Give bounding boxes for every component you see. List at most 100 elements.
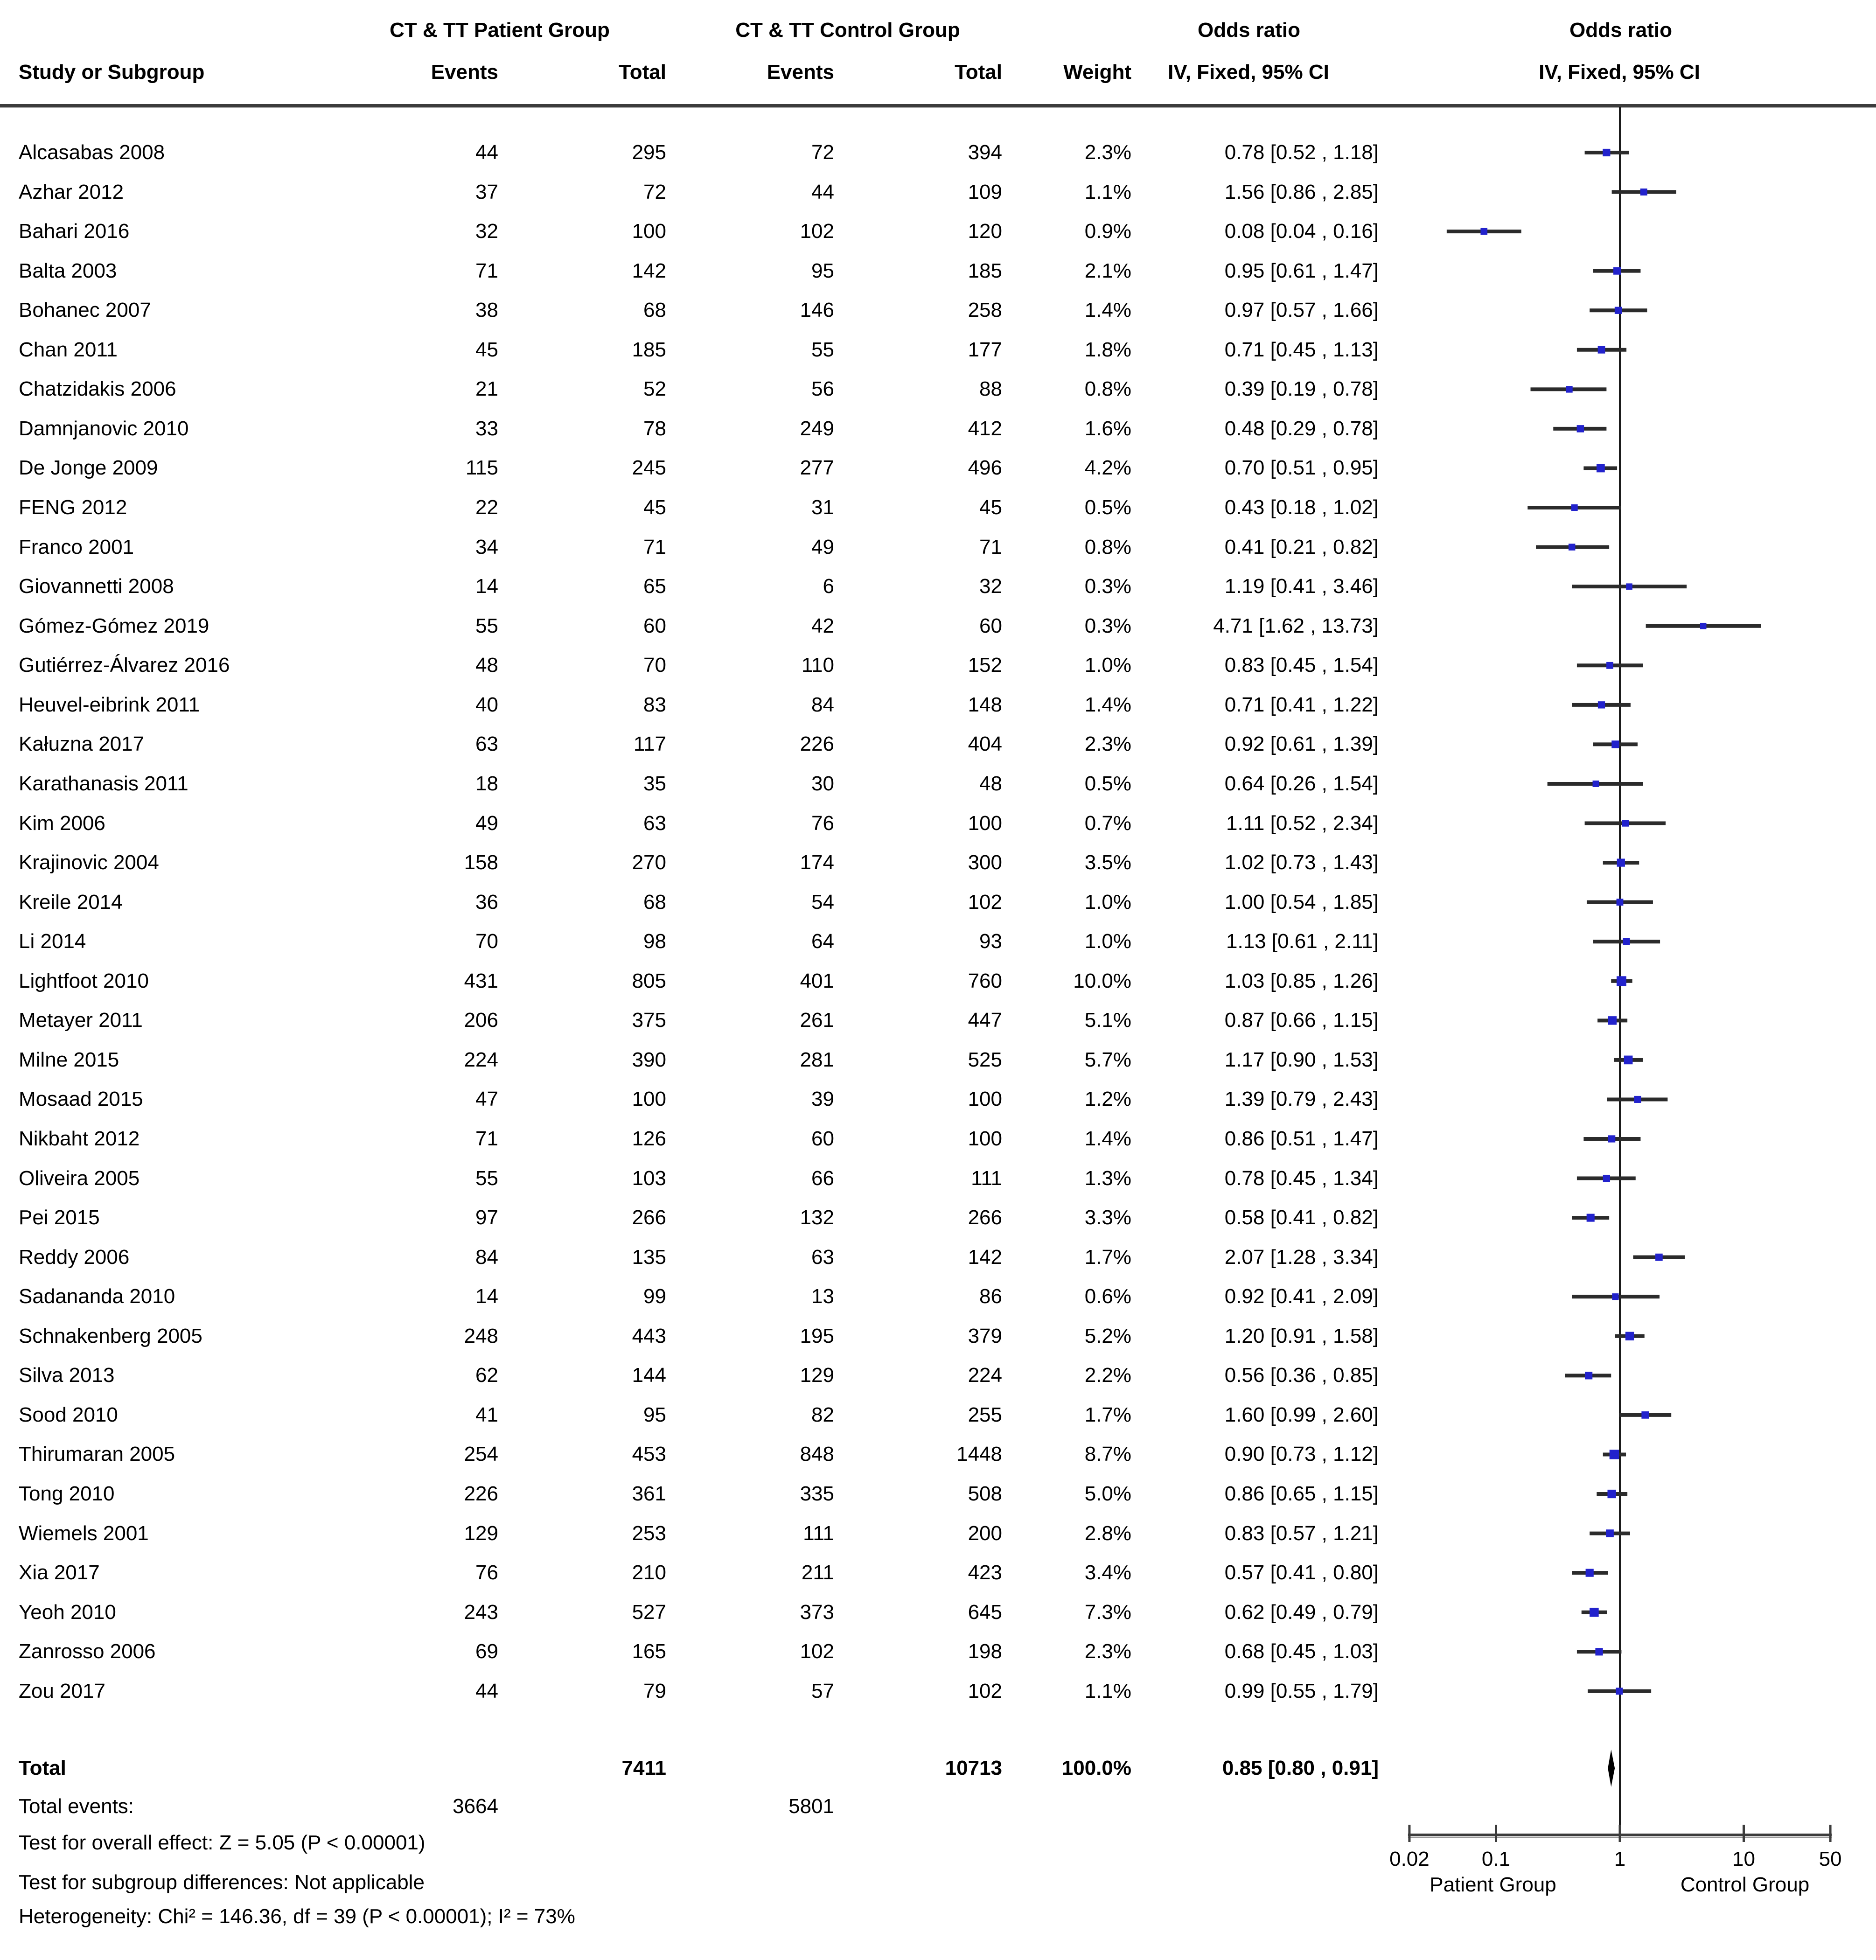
weight-cell: 5.2%: [1084, 1324, 1131, 1347]
patient-events-cell: 62: [475, 1364, 498, 1387]
study-name: Schnakenberg 2005: [19, 1324, 202, 1347]
heterogeneity-text: Heterogeneity: Chi² = 146.36, df = 39 (P…: [19, 1905, 575, 1928]
control-total-cell: 111: [971, 1166, 1002, 1190]
control-total-cell: 109: [968, 180, 1002, 203]
weight-cell: 3.4%: [1084, 1561, 1131, 1584]
or-marker: [1623, 938, 1630, 945]
patient-events-cell: 243: [464, 1600, 498, 1624]
patient-events-cell: 37: [475, 180, 498, 203]
or-marker: [1568, 544, 1576, 551]
total-events-label: Total events:: [19, 1795, 134, 1818]
patient-total-cell: 103: [632, 1166, 666, 1190]
patient-total-cell: 83: [643, 693, 666, 716]
or-ci-cell: 0.41 [0.21 , 0.82]: [1224, 535, 1379, 558]
patient-total-cell: 117: [633, 732, 666, 756]
weight-cell: 0.8%: [1084, 535, 1131, 558]
or-marker: [1608, 1135, 1616, 1143]
patient-events-cell: 49: [475, 811, 498, 835]
weight-cell: 3.3%: [1084, 1206, 1131, 1229]
or-ci-cell: 1.13 [0.61 , 2.11]: [1226, 930, 1379, 953]
or-ci-cell: 0.99 [0.55 , 1.79]: [1224, 1679, 1379, 1702]
control-total-cell: 48: [979, 772, 1002, 795]
or-marker: [1616, 899, 1624, 906]
or-marker: [1640, 188, 1647, 196]
axis-tick-label: 0.1: [1481, 1848, 1511, 1870]
weight-cell: 1.1%: [1084, 1679, 1131, 1702]
control-total-cell: 60: [979, 614, 1002, 637]
weight-cell: 1.3%: [1084, 1166, 1131, 1190]
or-ci-cell: 0.39 [0.19 , 0.78]: [1224, 377, 1379, 401]
control-total-cell: 645: [968, 1600, 1002, 1624]
control-events-cell: 373: [800, 1600, 834, 1624]
or-ci-cell: 0.97 [0.57 , 1.66]: [1224, 299, 1379, 322]
or-marker: [1614, 307, 1622, 314]
patient-events-cell: 41: [475, 1403, 498, 1426]
patient-events-cell: 21: [475, 377, 498, 401]
control-total-cell: 447: [968, 1009, 1002, 1032]
or-ci-cell: 0.70 [0.51 , 0.95]: [1224, 456, 1379, 480]
control-events-cell: 39: [811, 1088, 834, 1111]
patient-events-cell: 76: [475, 1561, 498, 1584]
patient-events-cell: 44: [475, 1679, 498, 1702]
control-total-cell: 86: [979, 1285, 1002, 1308]
patient-total-cell: 45: [643, 496, 666, 519]
or-ci-cell: 0.48 [0.29 , 0.78]: [1224, 417, 1379, 440]
study-name: Reddy 2006: [19, 1245, 130, 1269]
control-total-cell: 404: [968, 732, 1002, 756]
weight-cell: 0.3%: [1084, 614, 1131, 637]
control-events-cell: 44: [811, 180, 834, 203]
control-events-cell: 54: [811, 890, 834, 914]
study-name: Franco 2001: [19, 535, 134, 558]
study-name: Gómez-Gómez 2019: [19, 614, 209, 637]
weight-cell: 1.8%: [1084, 338, 1131, 361]
control-events-cell: 335: [800, 1482, 834, 1506]
patient-total-cell: 126: [632, 1127, 666, 1150]
study-name: Oliveira 2005: [19, 1166, 140, 1190]
or-marker: [1611, 740, 1619, 748]
study-name: Bohanec 2007: [19, 299, 151, 322]
axis-tick-label: 1: [1614, 1848, 1626, 1870]
control-events-cell: 76: [811, 811, 834, 835]
patient-total-cell: 35: [643, 772, 666, 795]
total-patient-n: 7411: [621, 1757, 666, 1779]
control-events-cell: 30: [811, 772, 834, 795]
study-name: Tong 2010: [19, 1482, 115, 1506]
study-name: Bahari 2016: [19, 220, 130, 243]
study-name: Pei 2015: [19, 1206, 100, 1229]
or-ci-cell: 1.19 [0.41 , 3.46]: [1224, 575, 1379, 598]
control-events-cell: 84: [811, 693, 834, 716]
axis-tick-label: 10: [1732, 1848, 1755, 1870]
or-marker: [1590, 1607, 1599, 1617]
control-total-cell: 120: [968, 220, 1002, 243]
patient-events-cell: 38: [475, 299, 498, 322]
patient-events-cell: 97: [475, 1206, 498, 1229]
or-ci-cell: 0.62 [0.49 , 0.79]: [1224, 1600, 1379, 1624]
study-name: Lightfoot 2010: [19, 969, 149, 992]
patient-events-cell: 206: [464, 1009, 498, 1032]
or-marker: [1617, 858, 1625, 867]
or-marker: [1480, 228, 1488, 235]
patient-total-cell: 60: [643, 614, 666, 637]
control-events-cell: 110: [801, 654, 834, 677]
or-ci-cell: 1.11 [0.52 , 2.34]: [1226, 811, 1379, 835]
weight-cell: 0.6%: [1084, 1285, 1131, 1308]
weight-cell: 1.2%: [1084, 1088, 1131, 1111]
patient-total-cell: 79: [643, 1679, 666, 1702]
control-total-cell: 496: [968, 456, 1002, 480]
weight-column-header: Weight: [1063, 61, 1131, 84]
control-events-cell: 63: [811, 1245, 834, 1269]
control-total-cell: 394: [968, 141, 1002, 164]
or-ci-cell: 1.03 [0.85 , 1.26]: [1224, 969, 1379, 992]
study-name: Sadananda 2010: [19, 1285, 175, 1308]
or-marker: [1634, 1095, 1641, 1103]
patient-events-cell: 224: [464, 1048, 498, 1071]
patient-events-cell: 44: [475, 141, 498, 164]
patient-events-cell: 55: [475, 1166, 498, 1190]
weight-cell: 5.1%: [1084, 1009, 1131, 1032]
control-events-cell: 13: [811, 1285, 834, 1308]
study-name: Chatzidakis 2006: [19, 377, 176, 401]
control-events-cell: 57: [811, 1679, 834, 1702]
patient-events-cell: 158: [464, 851, 498, 874]
control-total-cell: 258: [968, 299, 1002, 322]
